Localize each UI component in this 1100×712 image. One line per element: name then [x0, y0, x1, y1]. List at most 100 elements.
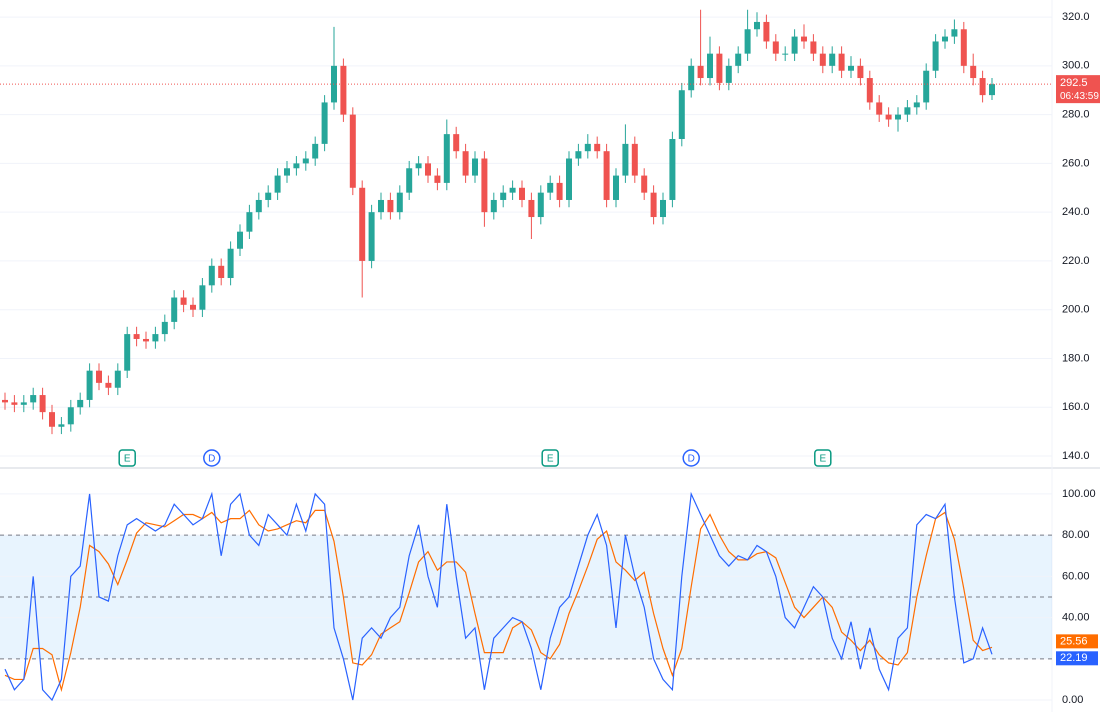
event-marker — [814, 449, 832, 467]
candle-body — [716, 53, 723, 83]
y-tick-label: 220.0 — [1062, 255, 1090, 267]
candle-body — [312, 143, 319, 159]
stoch-line — [4, 509, 993, 693]
candle-body — [255, 199, 262, 213]
candle-body — [490, 199, 497, 213]
candle-body — [989, 84, 995, 96]
candle-body — [838, 53, 845, 71]
candle-body — [547, 182, 554, 193]
candle-body — [218, 265, 225, 279]
candle-body — [2, 399, 8, 403]
candle-body — [246, 212, 253, 232]
candle-body — [519, 187, 525, 200]
last-price-tag — [1056, 75, 1100, 104]
event-label: E — [547, 454, 554, 465]
y-tick-label: 280.0 — [1062, 109, 1090, 121]
candle-body — [819, 53, 826, 66]
candle-body — [979, 78, 986, 96]
event-marker — [118, 449, 136, 467]
candle-body — [697, 65, 704, 79]
candle-body — [161, 321, 168, 335]
last-price-label: 292.5 — [1060, 77, 1088, 89]
candle-body — [208, 265, 215, 286]
candle-body — [20, 402, 27, 405]
candle-body — [622, 143, 629, 176]
candle-body — [284, 168, 290, 176]
candle-body — [368, 212, 375, 261]
event-marker — [541, 449, 559, 467]
candle-body — [274, 175, 281, 193]
candle-body — [190, 304, 196, 310]
candle-body — [171, 297, 178, 322]
candle-body — [265, 192, 272, 200]
event-label: D — [208, 454, 215, 465]
y-tick-label: 200.0 — [1062, 304, 1090, 316]
candle-body — [11, 402, 18, 405]
candle-body — [302, 158, 309, 164]
candle-body — [650, 192, 657, 218]
candle-body — [744, 29, 751, 54]
candle-body — [603, 151, 610, 200]
candle-body — [707, 53, 713, 79]
candle-body — [30, 395, 37, 403]
candle-body — [481, 158, 488, 213]
candle-body — [472, 158, 478, 176]
candle-body — [378, 199, 384, 213]
candle-body — [537, 192, 544, 218]
candle-body — [293, 163, 300, 169]
candle-body — [829, 53, 836, 66]
candle-body — [227, 248, 234, 279]
candle-body — [810, 41, 817, 54]
candle-body — [772, 41, 779, 54]
candle-body — [641, 175, 648, 193]
candle-body — [199, 285, 206, 310]
candle-body — [528, 199, 535, 218]
candle-body — [857, 65, 864, 79]
candle-body — [735, 53, 742, 66]
candle-body — [660, 199, 666, 218]
candle-body — [396, 192, 403, 213]
candle-body — [425, 163, 431, 176]
candle-body — [754, 21, 760, 30]
candle-body — [904, 107, 911, 115]
value-tag — [1056, 634, 1098, 649]
candle-body — [96, 370, 102, 383]
candle-body — [584, 143, 591, 152]
value-tag-label: 25.56 — [1060, 635, 1088, 647]
candle-body — [453, 134, 460, 152]
candle-body — [895, 114, 901, 120]
candle-body — [669, 139, 676, 200]
candle-body — [58, 424, 65, 427]
event-marker — [682, 449, 700, 467]
candle-body — [791, 36, 798, 54]
candle-body — [500, 192, 507, 200]
candle-body — [152, 334, 159, 342]
candle-body — [801, 36, 807, 42]
candle-body — [349, 114, 356, 188]
event-marker — [203, 449, 221, 467]
candle-body — [866, 78, 873, 103]
y-tick-label: 80.00 — [1062, 529, 1090, 541]
candle-body — [678, 90, 685, 140]
candle-body — [913, 102, 920, 108]
y-tick-label: 100.00 — [1062, 488, 1096, 500]
y-tick-label: 180.0 — [1062, 352, 1090, 364]
candle-body — [575, 151, 582, 159]
candle-body — [443, 134, 450, 183]
candle-body — [39, 395, 46, 413]
candle-body — [509, 187, 516, 193]
candle-body — [415, 163, 422, 169]
y-tick-label: 240.0 — [1062, 206, 1090, 218]
y-tick-label: 0.00 — [1062, 694, 1083, 706]
y-tick-label: 140.0 — [1062, 450, 1090, 462]
value-tag — [1056, 651, 1098, 666]
candle-body — [143, 338, 149, 342]
candle-body — [631, 143, 638, 176]
event-label: E — [124, 454, 131, 465]
candle-body — [359, 187, 366, 261]
y-tick-label: 300.0 — [1062, 60, 1090, 72]
candle-body — [387, 199, 394, 213]
event-label: D — [688, 454, 695, 465]
candle-body — [923, 70, 930, 103]
